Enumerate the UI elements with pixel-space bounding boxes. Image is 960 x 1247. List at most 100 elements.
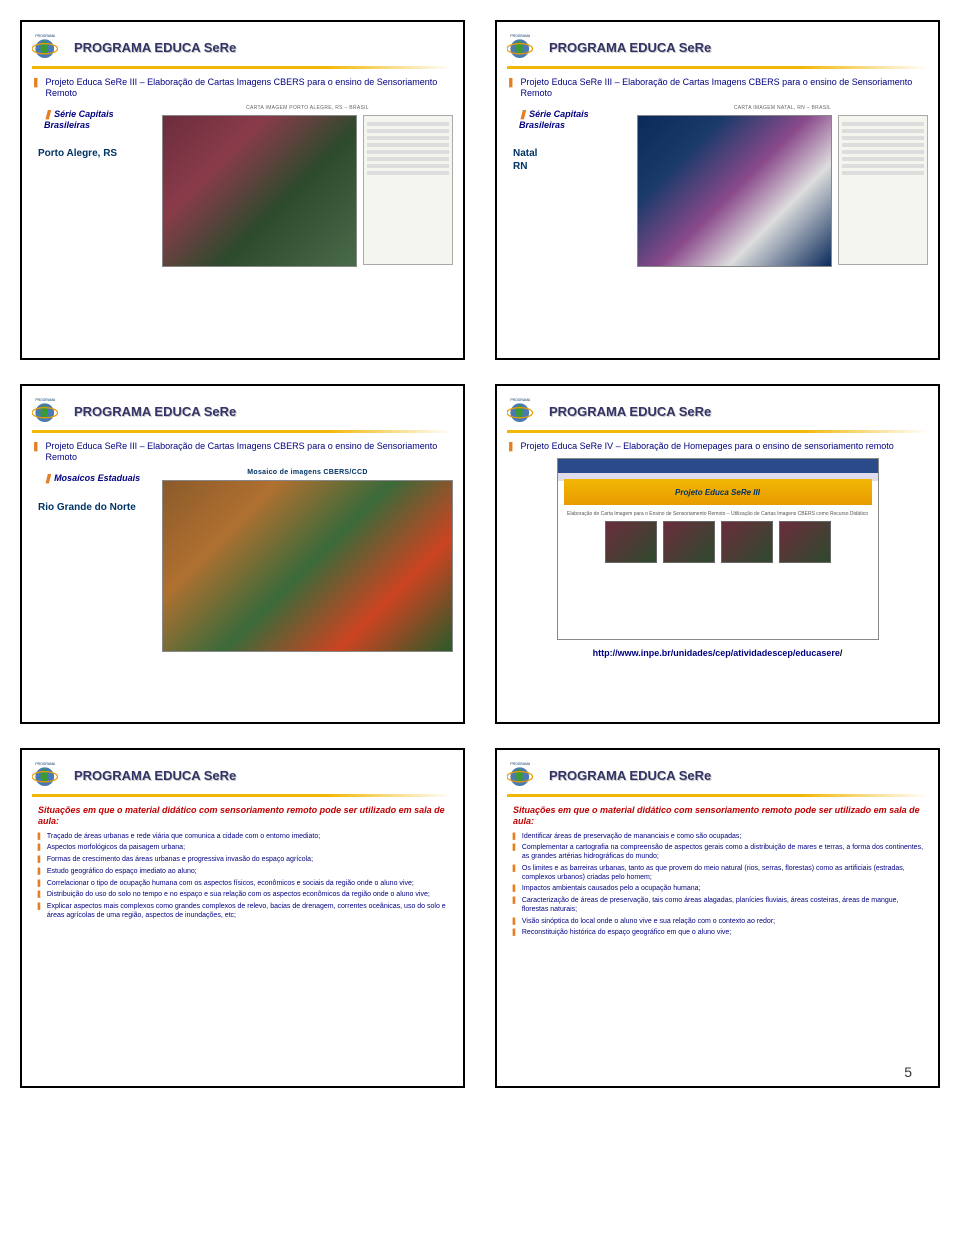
program-title: PROGRAMA EDUCA SeRe <box>74 40 236 55</box>
project-bullet: ❚ Projeto Educa SeRe IV – Elaboração de … <box>507 441 928 452</box>
program-title: PROGRAMA EDUCA SeRe <box>549 768 711 783</box>
slide-1: PROGRAMA PROGRAMA EDUCA SeRe ❚ Projeto E… <box>20 20 465 360</box>
svg-text:PROGRAMA: PROGRAMA <box>35 398 56 402</box>
bullet-mark-icon: ❚ <box>511 844 517 862</box>
svg-text:PROGRAMA: PROGRAMA <box>510 34 531 38</box>
bullet-mark-icon: ❚ <box>36 891 42 900</box>
slide-header: PROGRAMA PROGRAMA EDUCA SeRe <box>507 30 928 64</box>
satellite-image <box>162 115 357 267</box>
project-text: Projeto Educa SeRe III – Elaboração de C… <box>46 441 453 464</box>
list-item: ❚ Visão sinóptica do local onde o aluno v… <box>511 918 924 927</box>
project-bullet: ❚ Projeto Educa SeRe III – Elaboração de… <box>32 441 453 464</box>
slide-6: PROGRAMA PROGRAMA EDUCA SeRe Situações e… <box>495 748 940 1088</box>
program-logo-icon: PROGRAMA <box>507 758 541 792</box>
svg-text:PROGRAMA: PROGRAMA <box>510 398 531 402</box>
city-label-1: Natal <box>513 148 627 159</box>
list-item: ❚Explicar aspectos mais complexos como g… <box>36 903 449 921</box>
browser-bar <box>558 459 878 473</box>
satellite-image <box>637 115 832 267</box>
list-item-text: Distribuição do uso do solo no tempo e n… <box>47 891 430 900</box>
series-text: Série Capitais Brasileiras <box>519 109 589 130</box>
bullet-mark-icon: ❚ <box>511 918 517 927</box>
bullet-mark-icon: ❚ <box>36 833 42 842</box>
program-logo-icon: PROGRAMA <box>32 758 66 792</box>
project-text: Projeto Educa SeRe III – Elaboração de C… <box>521 77 928 100</box>
map-legend <box>838 115 928 265</box>
list-item-text: Identificar áreas de preservação de mana… <box>522 833 741 842</box>
list-item-text: Estudo geográfico do espaço imediato ao … <box>47 868 197 877</box>
svg-text:PROGRAMA: PROGRAMA <box>510 762 531 766</box>
map-area <box>162 115 453 267</box>
slide-header: PROGRAMA PROGRAMA EDUCA SeRe <box>32 30 453 64</box>
list-item: ❚ Reconstituição histórica do espaço geog… <box>511 929 924 938</box>
svg-text:PROGRAMA: PROGRAMA <box>35 762 56 766</box>
list-item: ❚Caracterização de áreas de preservação,… <box>511 897 924 915</box>
slide-header: PROGRAMA PROGRAMA EDUCA SeRe <box>507 394 928 428</box>
project-bullet: ❚ Projeto Educa SeRe III – Elaboração de… <box>32 77 453 100</box>
bullet-mark-icon: ❚ <box>507 441 515 452</box>
page-subbanner: Elaboração de Carta Imagem para o Ensino… <box>558 511 878 517</box>
series-text: Série Capitais Brasileiras <box>44 109 114 130</box>
list-item-text: Reconstituição histórica do espaço geogr… <box>522 929 731 938</box>
list-item-text: Formas de crescimento das áreas urbanas … <box>47 856 313 865</box>
project-text: Projeto Educa SeRe IV – Elaboração de Ho… <box>521 441 894 452</box>
list-item: ❚ Identificar áreas de preservação de man… <box>511 833 924 842</box>
list-item-text: Impactos ambientais causados pelo a ocup… <box>522 885 701 894</box>
list-item: ❚Aspectos morfológicos da paisagem urban… <box>36 844 449 853</box>
bullet-mark-icon: ❚ <box>511 833 517 842</box>
list-item-text: Visão sinóptica do local onde o aluno vi… <box>522 918 775 927</box>
url-prefix: http://www.inpe.br/unidades/cep/atividad… <box>593 648 840 658</box>
list-item: ❚ Os limites e as barreiras urbanas, tant… <box>511 865 924 883</box>
list-item: ❚ Complementar a cartografia na compreens… <box>511 844 924 862</box>
program-logo-icon: PROGRAMA <box>507 394 541 428</box>
bullet-mark-icon: ❚ <box>32 441 40 464</box>
slide-5: PROGRAMA PROGRAMA EDUCA SeRe Situações e… <box>20 748 465 1088</box>
program-title: PROGRAMA EDUCA SeRe <box>74 768 236 783</box>
slide-3: PROGRAMA PROGRAMA EDUCA SeRe ❚ Projeto E… <box>20 384 465 724</box>
slide-2: PROGRAMA PROGRAMA EDUCA SeRe ❚ Projeto E… <box>495 20 940 360</box>
program-title: PROGRAMA EDUCA SeRe <box>74 404 236 419</box>
series-label: ❚ Série Capitais Brasileiras <box>44 109 152 130</box>
thumb-image <box>779 521 831 563</box>
bullet-mark-icon: ❚ <box>511 929 517 938</box>
slide-subtitle: Situações em que o material didático com… <box>513 805 922 827</box>
svg-text:PROGRAMA: PROGRAMA <box>35 34 56 38</box>
mosaic-image <box>162 480 453 652</box>
thumb-image <box>605 521 657 563</box>
slide-grid: PROGRAMA PROGRAMA EDUCA SeRe ❚ Projeto E… <box>20 20 940 1088</box>
series-label: ❚ Série Capitais Brasileiras <box>519 109 627 130</box>
list-item-text: Os limites e as barreiras urbanas, tanto… <box>522 865 924 883</box>
series-text: Mosaicos Estaduais <box>54 473 140 483</box>
slide-header: PROGRAMA PROGRAMA EDUCA SeRe <box>507 758 928 792</box>
thumb-image <box>663 521 715 563</box>
list-item: ❚ Estudo geográfico do espaço imediato ao… <box>36 868 449 877</box>
list-item: ❚Traçado de áreas urbanas e rede viária … <box>36 833 449 842</box>
thumb-image <box>721 521 773 563</box>
city-label: Porto Alegre, RS <box>38 148 152 159</box>
map-legend <box>363 115 453 265</box>
bullet-mark-icon: ❚ <box>36 880 42 889</box>
page-number: 5 <box>904 1064 912 1080</box>
list-item-text: Explicar aspectos mais complexos como gr… <box>47 903 449 921</box>
bullet-mark-icon: ❚ <box>511 885 517 894</box>
bullet-mark-icon: ❚ <box>36 868 42 877</box>
slide-header: PROGRAMA PROGRAMA EDUCA SeRe <box>32 394 453 428</box>
project-bullet: ❚ Projeto Educa SeRe III – Elaboração de… <box>507 77 928 100</box>
bullet-mark-icon: ❚ <box>511 865 517 883</box>
title-underline <box>507 66 928 69</box>
situations-list: ❚Traçado de áreas urbanas e rede viária … <box>32 833 453 921</box>
situations-list: ❚ Identificar áreas de preservação de man… <box>507 833 928 939</box>
bullet-mark-icon: ❚ <box>511 897 517 915</box>
bullet-mark-icon: ❚ <box>36 844 42 853</box>
city-label-2: RN <box>513 161 627 172</box>
list-item-text: Complementar a cartografia na compreensã… <box>522 844 924 862</box>
map-area <box>162 480 453 652</box>
mosaic-caption: Mosaico de imagens CBERS/CCD <box>162 469 453 476</box>
url-suffix: / <box>840 648 843 658</box>
page-banner: Projeto Educa SeRe III <box>564 479 872 505</box>
list-item: ❚Correlacionar o tipo de ocupação humana… <box>36 880 449 889</box>
program-title: PROGRAMA EDUCA SeRe <box>549 40 711 55</box>
title-underline <box>32 430 453 433</box>
slide-subtitle: Situações em que o material didático com… <box>38 805 447 827</box>
title-underline <box>32 66 453 69</box>
